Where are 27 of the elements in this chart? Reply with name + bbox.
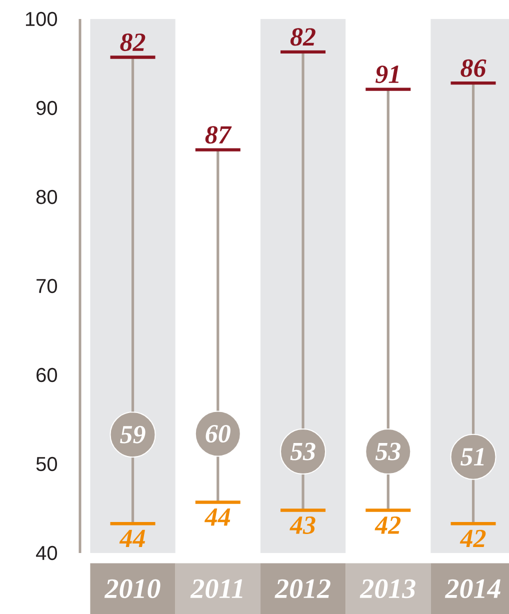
x-tick-label: 2010 xyxy=(104,579,160,598)
annotation: 86 xyxy=(460,59,486,77)
annotation: 53 xyxy=(375,442,400,460)
annotation: 87 xyxy=(205,126,232,144)
annotation: 60 xyxy=(206,424,230,443)
annotation: 43 xyxy=(290,516,316,534)
y-tick-label: 50 xyxy=(36,456,58,472)
annotation: 91 xyxy=(376,66,399,84)
y-tick-label: 60 xyxy=(36,368,58,382)
annotation: 44 xyxy=(119,530,145,547)
x-tick-label: 2013 xyxy=(360,579,416,598)
x-tick-label: 2014 xyxy=(444,579,500,598)
annotation: 42 xyxy=(374,516,401,534)
y-tick-label: 100 xyxy=(26,12,58,26)
x-tick-label: 2012 xyxy=(274,579,330,598)
annotation: 59 xyxy=(120,426,146,444)
y-tick-label: 70 xyxy=(36,278,58,294)
annotation: 53 xyxy=(290,442,316,460)
annotation: 44 xyxy=(204,508,230,526)
x-tick-label: 2011 xyxy=(190,579,242,598)
annotation: 82 xyxy=(290,28,316,46)
y-tick-label: 80 xyxy=(36,190,58,204)
annotation: 82 xyxy=(120,34,146,52)
annotation: 51 xyxy=(460,448,484,466)
y-tick-label: 90 xyxy=(36,100,58,116)
annotation: 42 xyxy=(460,530,486,548)
y-tick-label: 40 xyxy=(36,546,58,560)
